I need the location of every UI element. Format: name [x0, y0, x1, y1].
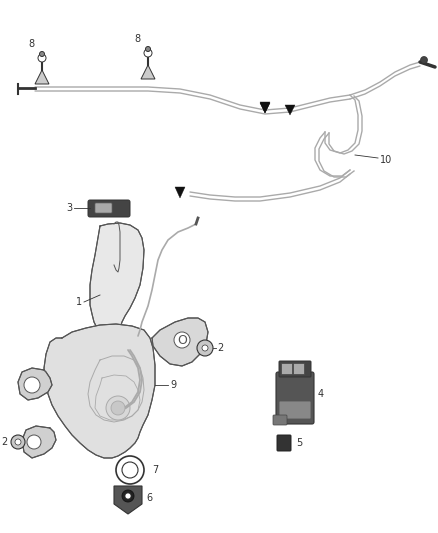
FancyBboxPatch shape	[273, 415, 287, 425]
Circle shape	[144, 49, 152, 57]
FancyBboxPatch shape	[95, 203, 112, 213]
FancyBboxPatch shape	[277, 435, 291, 451]
Circle shape	[15, 439, 21, 445]
Circle shape	[122, 462, 138, 478]
Polygon shape	[35, 70, 49, 84]
Circle shape	[27, 435, 41, 449]
Polygon shape	[285, 105, 295, 115]
Text: 3: 3	[66, 203, 72, 213]
Polygon shape	[18, 368, 52, 400]
Text: 2: 2	[2, 437, 8, 447]
Text: 5: 5	[296, 438, 302, 448]
FancyBboxPatch shape	[276, 372, 314, 424]
Text: 2: 2	[217, 343, 223, 353]
Circle shape	[11, 435, 25, 449]
Text: O: O	[177, 334, 187, 346]
Circle shape	[122, 490, 134, 502]
Circle shape	[38, 54, 46, 62]
Text: 9: 9	[170, 380, 176, 390]
Polygon shape	[90, 223, 144, 338]
Polygon shape	[22, 426, 56, 458]
Circle shape	[125, 493, 131, 499]
Polygon shape	[114, 486, 142, 514]
Circle shape	[106, 396, 130, 420]
FancyBboxPatch shape	[279, 361, 311, 377]
FancyBboxPatch shape	[293, 364, 304, 375]
Text: 1: 1	[76, 297, 82, 307]
Polygon shape	[260, 103, 270, 113]
FancyBboxPatch shape	[88, 200, 130, 217]
Circle shape	[116, 456, 144, 484]
Circle shape	[111, 401, 125, 415]
Circle shape	[24, 377, 40, 393]
Circle shape	[202, 345, 208, 351]
Polygon shape	[175, 187, 185, 198]
Circle shape	[420, 56, 427, 63]
Polygon shape	[152, 318, 208, 366]
FancyBboxPatch shape	[279, 401, 311, 419]
Polygon shape	[141, 65, 155, 79]
Polygon shape	[260, 102, 270, 113]
Text: 8: 8	[134, 34, 140, 44]
Circle shape	[39, 52, 45, 56]
Circle shape	[174, 332, 190, 348]
Text: 7: 7	[152, 465, 158, 475]
Text: 4: 4	[318, 389, 324, 399]
Text: 10: 10	[380, 155, 392, 165]
Polygon shape	[44, 324, 155, 458]
Text: 6: 6	[146, 493, 152, 503]
FancyBboxPatch shape	[282, 364, 293, 375]
Circle shape	[145, 46, 151, 52]
Text: 8: 8	[28, 39, 34, 49]
Circle shape	[197, 340, 213, 356]
